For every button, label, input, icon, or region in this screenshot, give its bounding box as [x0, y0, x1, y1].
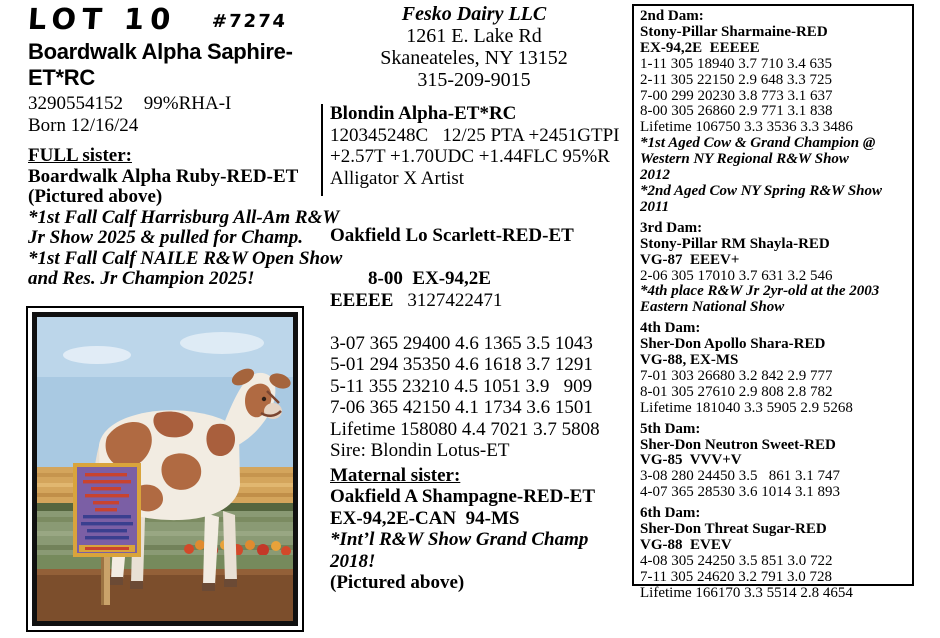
pedigree-dam-record: 7-01 303 26680 3.2 842 2.9 777	[640, 367, 833, 384]
pedigree-dam-score: VG-87 EEEV+	[640, 251, 740, 268]
registration-number: 3290554152	[28, 93, 123, 114]
pedigree-dam-record: 7-11 305 24620 3.2 791 3.0 728	[640, 568, 832, 585]
pedigree-dam-section: 2nd Dam: Stony-Pillar Sharmaine-RED EX-94,…	[640, 8, 906, 216]
pedigree-dam-record: Lifetime 106750 3.3 3536 3.3 3486	[640, 119, 853, 136]
full-sister-award: *1st Fall Calf Harrisburg All-Am R&W Jr …	[28, 206, 339, 248]
pedigree-dam-record: Lifetime 181040 3.3 5905 2.9 5268	[640, 399, 853, 416]
pedigree-dam-award: *1st Aged Cow & Grand Champion @ Western…	[640, 135, 876, 184]
seller-address1: 1261 E. Lake Rd	[406, 25, 542, 47]
sire-block: Blondin Alpha-ET*RC 120345248C 12/25 PTA…	[330, 103, 630, 189]
seller-address2: Skaneateles, NY 13152	[380, 47, 568, 69]
pedigree-dam-name: Sher-Don Apollo Shara-RED	[640, 336, 826, 353]
dam-record-line: 5-01 294 35350 4.6 1618 3.7 1291	[330, 354, 593, 375]
pedigree-dam-title: 6th Dam:	[640, 505, 701, 522]
pedigree-dam-score: VG-88, EX-MS	[640, 352, 739, 369]
dam-record-line: 5-11 355 23210 4.5 1051 3.9 909	[330, 375, 593, 397]
dam-score: 8-00 EX-94,2E EEEEE	[330, 268, 501, 311]
sire-name: Blondin Alpha-ET*RC	[330, 103, 517, 124]
pedigree-column: Blondin Alpha-ET*RC 120345248C 12/25 PTA…	[330, 103, 630, 594]
lot-header: LOT 10 #7274 Boardwalk Alpha Saphire-ET*…	[26, 2, 328, 137]
dam-pedigree-box: 2nd Dam: Stony-Pillar Sharmaine-RED EX-94,…	[632, 4, 914, 601]
maternal-sister-award: *Int’l R&W Show Grand Champ 2018!	[330, 529, 589, 572]
calf-photo-art	[37, 317, 293, 621]
pedigree-dam-score: VG-85 VVV+V	[640, 452, 742, 469]
calf-photo	[32, 312, 298, 626]
pedigree-dam-name: Stony-Pillar Sharmaine-RED	[640, 23, 828, 40]
seller-name: Fesko Dairy LLC	[401, 3, 547, 25]
lot-number: #7274	[211, 10, 289, 32]
dam-score-line: 8-00 EX-94,2E EEEEE 3127422471	[330, 247, 630, 333]
photo-frame	[26, 306, 304, 632]
full-sister-awards: *1st Fall Calf Harrisburg All-Am R&W Jr …	[28, 206, 344, 290]
full-sister-name: Boardwalk Alpha Ruby-RED-ET	[28, 165, 299, 187]
pedigree-dam-name: Sher-Don Neutron Sweet-RED	[640, 436, 836, 453]
full-sister-award: *1st Fall Calf NAILE R&W Open Show and R…	[28, 247, 343, 289]
full-sister-block: FULL sister: Boardwalk Alpha Ruby-RED-ET…	[28, 145, 344, 290]
sire-bracket-rule	[321, 104, 323, 196]
dam-record-line: Lifetime 158080 4.4 7021 3.7 5808	[330, 418, 600, 440]
full-sister-pictured: (Pictured above)	[28, 186, 163, 207]
sire-detail-line: 120345248C 12/25 PTA +2451GTPI	[330, 124, 620, 146]
pedigree-dam-section: 5th Dam: Sher-Don Neutron Sweet-RED VG-85 …	[640, 420, 906, 502]
full-sister-heading: FULL sister:	[28, 145, 132, 166]
sire-lines: 120345248C 12/25 PTA +2451GTPI +2.57T +1.…	[330, 125, 630, 190]
maternal-sister-pictured: (Pictured above)	[330, 572, 465, 593]
pedigree-dam-score: VG-88 EVEV	[640, 537, 732, 553]
dam-block: Oakfield Lo Scarlett-RED-ET 8-00 EX-94,2…	[330, 225, 630, 462]
pedigree-dam-section: 6th Dam: Sher-Don Threat Sugar-RED VG-88 E…	[640, 505, 906, 601]
maternal-sister-score: EX-94,2E-CAN 94-MS	[330, 507, 520, 529]
dam-registration: 3127422471	[407, 289, 503, 311]
pedigree-dam-title: 4th Dam:	[640, 320, 701, 337]
pedigree-dam-section: 4th Dam: Sher-Don Apollo Shara-RED VG-88, …	[640, 320, 906, 416]
dam-record-line: 7-06 365 42150 4.1 1734 3.6 1501	[330, 397, 593, 418]
maternal-sister-block: Maternal sister: Oakfield A Shampagne-RE…	[330, 465, 630, 594]
dam-name: Oakfield Lo Scarlett-RED-ET	[330, 225, 574, 246]
seller-block: Fesko Dairy LLC 1261 E. Lake Rd Skaneate…	[318, 3, 630, 91]
pedigree-dam-record: 2-06 305 17010 3.7 631 3.2 546	[640, 267, 833, 284]
seller-phone: 315-209-9015	[417, 69, 531, 91]
pedigree-dam-record: 8-01 305 27610 2.9 808 2.8 782	[640, 383, 833, 400]
pedigree-dam-name: Stony-Pillar RM Shayla-RED	[640, 235, 830, 252]
dam-record-line: Sire: Blondin Lotus-ET	[330, 440, 510, 461]
pedigree-dam-title: 2nd Dam:	[640, 8, 704, 24]
pedigree-dam-record: 8-00 305 26860 2.9 771 3.1 838	[640, 103, 833, 120]
animal-name: Boardwalk Alpha Saphire-ET*RC	[28, 39, 293, 90]
pedigree-dam-section: 3rd Dam: Stony-Pillar RM Shayla-RED VG-87 …	[640, 219, 906, 316]
pedigree-dam-record: 1-11 305 18940 3.7 710 3.4 635	[640, 55, 832, 72]
pedigree-dam-score: EX-94,2E EEEEE	[640, 39, 760, 56]
maternal-sister-heading: Maternal sister:	[330, 464, 461, 486]
pedigree-dam-record: 2-11 305 22150 2.9 648 3.3 725	[640, 71, 832, 88]
pedigree-dam-record: 4-08 305 24250 3.5 851 3.0 722	[640, 552, 833, 569]
lot-label: LOT 10	[26, 2, 178, 36]
pedigree-dam-award: *4th place R&W Jr 2yr-old at the 2003 Ea…	[640, 283, 880, 316]
pedigree-dam-record: 3-08 280 24450 3.5 861 3.1 747	[640, 468, 840, 485]
birth-date: Born 12/16/24	[28, 115, 139, 136]
maternal-sister-name: Oakfield A Shampagne-RED-ET	[330, 486, 595, 507]
sire-detail-line: +2.57T +1.70UDC +1.44FLC 95%R	[330, 146, 610, 167]
rha-percent: 99%RHA-I	[143, 93, 232, 114]
pedigree-dam-award: *2nd Aged Cow NY Spring R&W Show 2011	[640, 182, 883, 215]
award-banner	[73, 463, 141, 605]
pedigree-dam-record: Lifetime 166170 3.3 5514 2.8 4654	[640, 584, 853, 601]
pedigree-dam-title: 5th Dam:	[640, 420, 701, 437]
pedigree-dam-record: 4-07 365 28530 3.6 1014 3.1 893	[640, 484, 840, 501]
pedigree-dam-title: 3rd Dam:	[640, 219, 703, 236]
sire-detail-line: Alligator X Artist	[330, 167, 465, 189]
pedigree-dam-name: Sher-Don Threat Sugar-RED	[640, 521, 827, 538]
pedigree-dam-record: 7-00 299 20230 3.8 773 3.1 637	[640, 87, 833, 104]
dam-records: 3-07 365 29400 4.6 1365 3.5 1043 5-01 294…	[330, 333, 630, 462]
registration-line: 3290554152 99%RHA-I	[28, 93, 328, 115]
dam-record-line: 3-07 365 29400 4.6 1365 3.5 1043	[330, 332, 593, 354]
